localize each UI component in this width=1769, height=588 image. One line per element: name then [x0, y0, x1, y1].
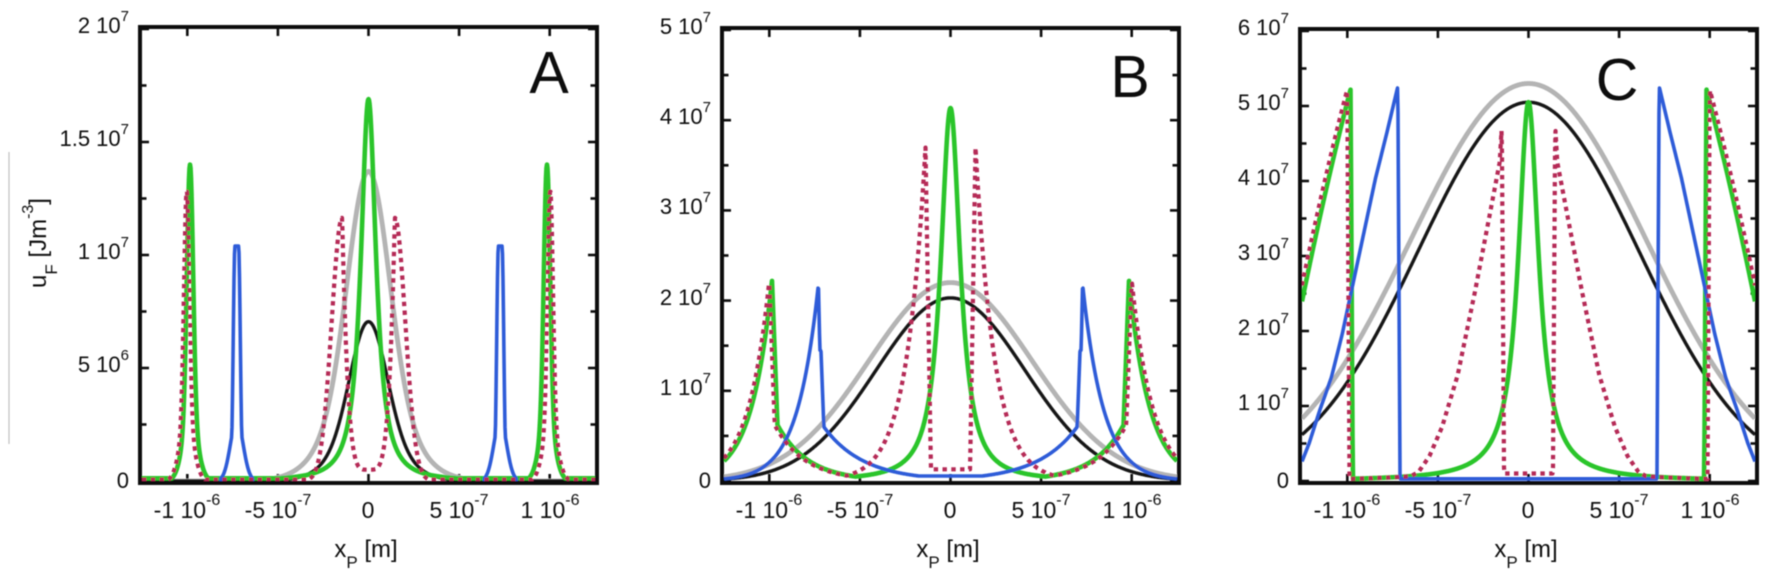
svg-text:1 107: 1 107: [1238, 385, 1289, 415]
svg-text:2 107: 2 107: [1238, 310, 1289, 340]
svg-text:4 107: 4 107: [660, 99, 711, 129]
svg-text:0: 0: [944, 497, 957, 523]
svg-text:1 107: 1 107: [660, 370, 711, 400]
svg-text:6 107: 6 107: [1238, 10, 1289, 40]
svg-text:3 107: 3 107: [1238, 235, 1289, 265]
svg-text:2 107: 2 107: [78, 8, 129, 38]
svg-text:0: 0: [117, 468, 129, 493]
svg-text:1 107: 1 107: [78, 234, 129, 264]
svg-text:4 107: 4 107: [1238, 160, 1289, 190]
svg-text:0: 0: [1522, 497, 1535, 523]
svg-text:5 107: 5 107: [1238, 85, 1289, 115]
svg-text:1.5 107: 1.5 107: [59, 121, 129, 151]
svg-text:B: B: [1110, 44, 1149, 110]
svg-text:5 106: 5 106: [78, 347, 129, 377]
svg-text:2 107: 2 107: [660, 280, 711, 310]
svg-text:0: 0: [362, 497, 375, 523]
svg-text:0: 0: [699, 468, 711, 493]
svg-text:C: C: [1596, 47, 1639, 113]
svg-text:1 10-6: 1 10-6: [1103, 492, 1162, 523]
svg-text:0: 0: [1277, 468, 1289, 493]
svg-text:A: A: [529, 40, 569, 106]
svg-text:3 107: 3 107: [660, 189, 711, 219]
svg-text:5 107: 5 107: [660, 9, 711, 39]
